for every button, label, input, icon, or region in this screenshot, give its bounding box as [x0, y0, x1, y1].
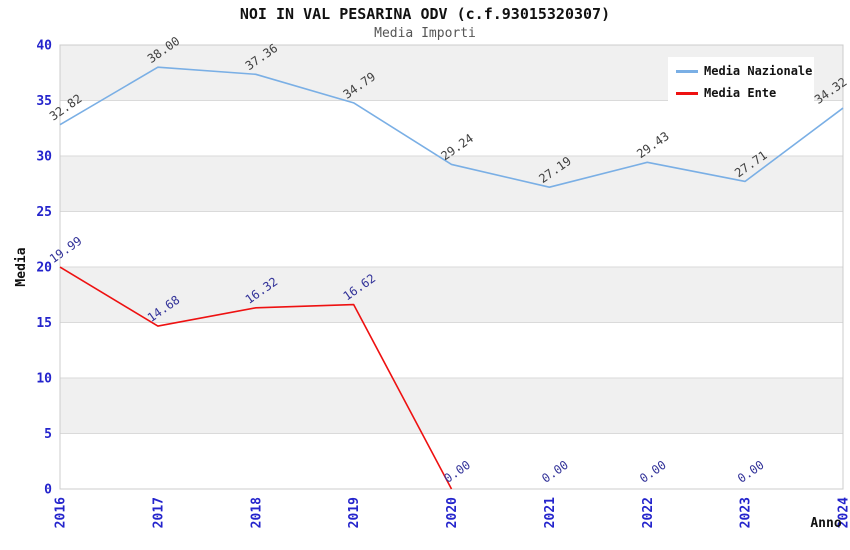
- y-tick-label: 40: [36, 39, 52, 54]
- y-axis-title: Media: [14, 247, 29, 286]
- data-label: 0.00: [539, 458, 571, 486]
- line-media-ente: [59, 266, 453, 490]
- data-label: 19.99: [47, 234, 85, 266]
- x-tick-label: 2023: [739, 497, 754, 528]
- data-label: 0.00: [735, 458, 767, 486]
- y-tick-label: 25: [36, 205, 52, 220]
- x-tick-label: 2017: [151, 497, 166, 528]
- x-tick-label: 2019: [347, 497, 362, 528]
- x-tick-label: 2021: [543, 497, 558, 528]
- y-tick-label: 0: [44, 483, 52, 498]
- legend-label-media-nazionale: Media Nazionale: [704, 64, 813, 78]
- plot-band: [60, 267, 843, 323]
- data-label: 0.00: [441, 458, 473, 486]
- plot-band: [60, 378, 843, 434]
- legend-label-media-ente: Media Ente: [704, 86, 777, 100]
- x-axis-title: Anno: [810, 516, 841, 531]
- x-tick-label: 2024: [837, 497, 850, 528]
- y-tick-label: 20: [36, 261, 52, 276]
- chart-title: NOI IN VAL PESARINA ODV (c.f.93015320307…: [239, 5, 611, 23]
- legend-item-media-ente: Media Ente: [676, 84, 810, 102]
- data-label: 0.00: [637, 458, 669, 486]
- line-media-nazionale: [59, 66, 844, 188]
- x-tick-label: 2022: [641, 497, 656, 528]
- x-tick-label: 2018: [249, 497, 264, 528]
- y-tick-label: 10: [36, 372, 52, 387]
- chart-subtitle: Media Importi: [374, 26, 476, 41]
- y-tick-label: 35: [36, 94, 52, 109]
- chart-legend: Media Nazionale Media Ente: [668, 57, 814, 108]
- y-tick-label: 30: [36, 150, 52, 165]
- y-tick-label: 15: [36, 316, 52, 331]
- legend-swatch-media-ente-icon: [676, 91, 698, 95]
- x-tick-label: 2020: [445, 497, 460, 528]
- y-tick-label: 5: [44, 427, 52, 442]
- legend-swatch-media-nazionale-icon: [676, 69, 698, 73]
- legend-item-media-nazionale: Media Nazionale: [676, 62, 813, 80]
- x-tick-label: 2016: [54, 497, 69, 528]
